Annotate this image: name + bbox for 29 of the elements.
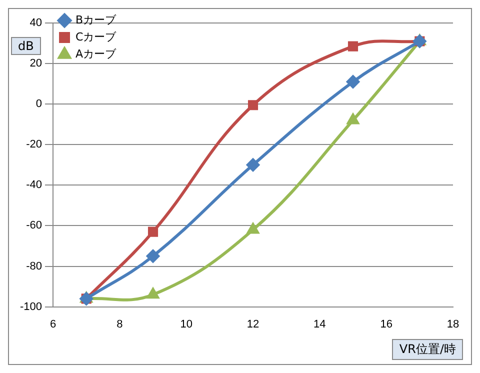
y-tick-label: -100: [20, 300, 42, 313]
x-tick-label: 8: [116, 318, 123, 330]
legend-label: Aカーブ: [76, 47, 118, 60]
x-tick-label: 10: [180, 318, 192, 330]
x-tick-label: 16: [380, 318, 392, 330]
x-axis-title: VR位置/時: [392, 339, 463, 360]
point: [148, 226, 158, 237]
x-tick-label: 12: [246, 318, 260, 330]
point: [247, 223, 259, 234]
y-tick-label: -40: [26, 179, 42, 192]
point: [348, 41, 358, 52]
x-tick-label: 14: [314, 318, 326, 330]
y-tick-label: 0: [36, 98, 42, 110]
y-tick-label: -20: [26, 138, 42, 151]
x-tick-label: 18: [446, 318, 460, 330]
y-tick-label: -60: [26, 220, 42, 232]
point: [246, 158, 260, 172]
y-tick-label: 40: [30, 17, 42, 30]
legend-label: Cカーブ: [76, 30, 118, 44]
x-tick-label: 6: [50, 318, 56, 330]
point: [346, 75, 360, 88]
y-tick-label: 20: [30, 58, 42, 70]
y-tick-label: -80: [26, 260, 42, 272]
point: [146, 250, 160, 263]
point: [147, 288, 159, 299]
legend-label: Bカーブ: [76, 13, 118, 26]
y-axis-title: dB: [11, 37, 41, 55]
point: [347, 114, 359, 124]
point: [248, 100, 258, 110]
